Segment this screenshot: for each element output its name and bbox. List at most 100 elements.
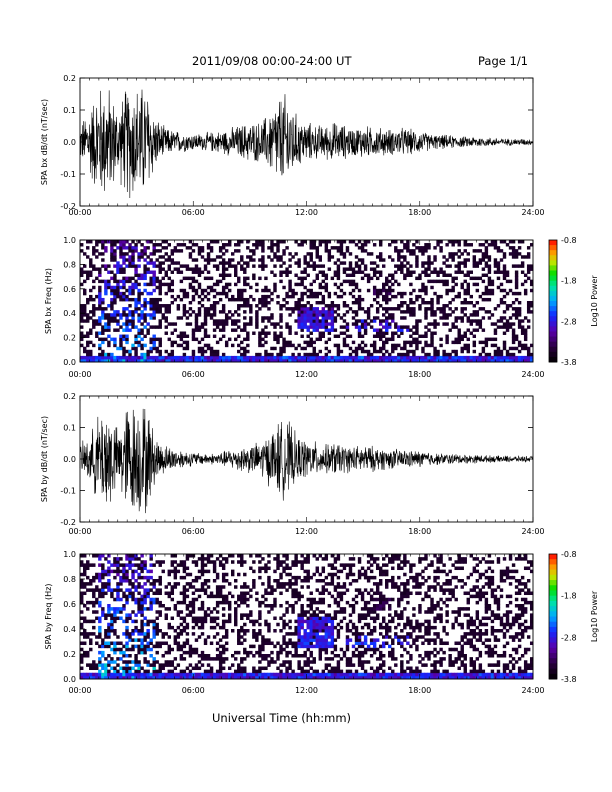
heatmap-cell — [330, 619, 335, 624]
heatmap-cell — [249, 650, 253, 655]
heatmap-cell — [182, 331, 187, 335]
heatmap-cell — [475, 313, 480, 317]
heatmap-cell — [134, 597, 138, 602]
heatmap-cell — [354, 349, 359, 354]
heatmap-cell — [336, 675, 341, 680]
heatmap-cell — [122, 594, 126, 599]
heatmap-cell — [309, 325, 313, 329]
heatmap-cell — [306, 616, 310, 621]
heatmap-cell — [197, 325, 202, 329]
heatmap-cell — [197, 675, 202, 680]
heatmap-cell — [240, 594, 244, 599]
heatmap-cell — [324, 273, 329, 277]
heatmap-cell — [83, 307, 87, 311]
heatmap-cell — [309, 604, 313, 608]
heatmap-cell — [366, 322, 371, 326]
heatmap-cell — [261, 635, 265, 639]
heatmap-cell — [463, 358, 467, 363]
heatmap-cell — [125, 349, 129, 354]
heatmap-cell — [221, 644, 226, 649]
heatmap-cell — [113, 575, 117, 580]
heatmap-cell — [119, 355, 123, 360]
heatmap-cell — [433, 355, 437, 360]
heatmap-cell — [514, 313, 519, 317]
heatmap-cell — [360, 355, 365, 360]
heatmap-cell — [508, 358, 513, 363]
heatmap-cell — [529, 243, 534, 247]
heatmap-cell — [378, 666, 383, 671]
heatmap-cell — [252, 243, 256, 247]
heatmap-cell — [89, 588, 93, 592]
heatmap-cell — [382, 313, 386, 317]
heatmap-cell — [400, 261, 404, 265]
heatmap-cell — [309, 654, 313, 658]
heatmap-cell — [327, 355, 332, 360]
heatmap-cell — [200, 607, 205, 611]
heatmap-cell — [382, 660, 386, 664]
heatmap-cell — [330, 575, 335, 580]
heatmap-cell — [107, 343, 111, 348]
heatmap-cell — [457, 355, 461, 360]
heatmap-cell — [179, 243, 184, 247]
heatmap-cell — [246, 597, 250, 602]
heatmap-cell — [330, 307, 335, 311]
heatmap-cell — [315, 607, 319, 611]
heatmap-cell — [351, 672, 356, 677]
heatmap-cell — [406, 328, 410, 332]
heatmap-cell — [261, 267, 265, 271]
heatmap-cell — [333, 560, 338, 564]
heatmap-cell — [291, 358, 295, 363]
heatmap-cell — [234, 243, 238, 247]
heatmap-cell — [330, 629, 335, 633]
heatmap-cell — [442, 273, 446, 277]
heatmap-cell — [306, 604, 310, 608]
heatmap-cell — [360, 246, 365, 250]
heatmap-cell — [188, 610, 193, 614]
heatmap-cell — [354, 579, 359, 583]
heatmap-cell — [270, 650, 274, 655]
heatmap-cell — [315, 672, 319, 677]
heatmap-cell — [167, 669, 171, 674]
heatmap-cell — [194, 647, 199, 652]
heatmap-cell — [336, 352, 341, 357]
heatmap-cell — [496, 246, 501, 250]
heatmap-cell — [258, 560, 262, 564]
heatmap-cell — [372, 607, 377, 611]
heatmap-cell — [499, 240, 504, 244]
heatmap-cell — [397, 355, 401, 360]
heatmap-cell — [276, 355, 280, 360]
heatmap-cell — [309, 331, 313, 335]
heatmap-cell — [279, 560, 283, 564]
heatmap-cell — [185, 641, 190, 646]
heatmap-cell — [179, 563, 184, 567]
heatmap-cell — [475, 322, 480, 326]
heatmap-cell — [463, 249, 467, 253]
heatmap-cell — [131, 343, 135, 348]
heatmap-cell — [318, 291, 322, 296]
heatmap-cell — [345, 328, 350, 332]
heatmap-cell — [484, 261, 489, 265]
heatmap-cell — [360, 666, 365, 671]
heatmap-cell — [339, 625, 344, 630]
heatmap-cell — [209, 594, 214, 599]
heatmap-cell — [255, 246, 259, 250]
heatmap-cell — [119, 325, 123, 329]
heatmap-cell — [391, 313, 395, 317]
heatmap-cell — [143, 638, 147, 642]
heatmap-cell — [191, 276, 196, 281]
heatmap-cell — [312, 349, 316, 354]
heatmap-cell — [321, 647, 326, 652]
heatmap-cell — [243, 638, 247, 642]
heatmap-cell — [484, 246, 489, 250]
heatmap-cell — [327, 625, 332, 630]
heatmap-cell — [116, 291, 120, 296]
heatmap-cell — [182, 591, 187, 596]
heatmap-cell — [372, 669, 377, 674]
heatmap-cell — [318, 285, 322, 290]
heatmap-cell — [173, 572, 178, 577]
heatmap-cell — [194, 279, 199, 284]
heatmap-cell — [119, 267, 123, 271]
heatmap-cell — [185, 588, 190, 592]
heatmap-cell — [279, 616, 283, 621]
heatmap-cell — [264, 604, 268, 608]
